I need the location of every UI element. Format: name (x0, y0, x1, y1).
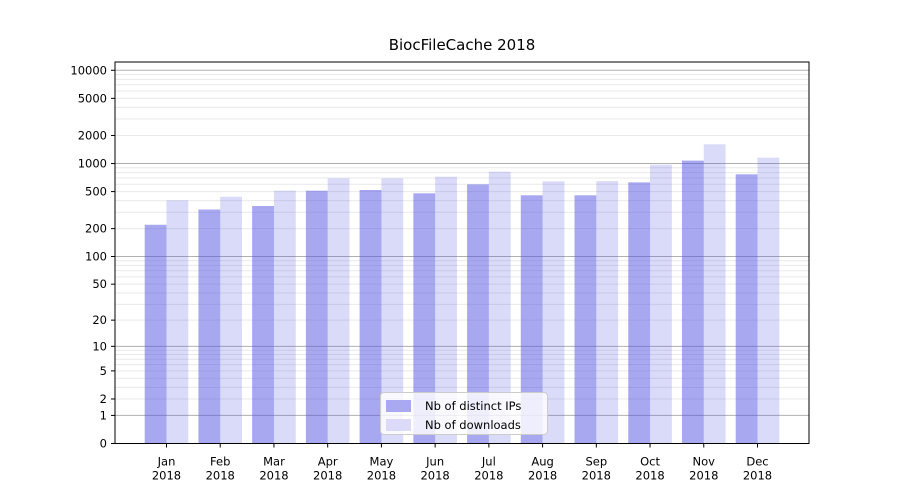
bar-downloads-dec (757, 157, 780, 444)
x-tick-label-year: 2018 (206, 469, 235, 483)
bar-downloads-sep (596, 181, 619, 444)
y-tick-label: 500 (85, 185, 107, 199)
bar-downloads-nov (703, 144, 726, 444)
y-tick-label: 5 (100, 364, 107, 378)
bar-distinct-ips-jun (413, 193, 436, 444)
bar-distinct-ips-oct (628, 182, 651, 444)
x-tick-label-year: 2018 (420, 469, 449, 483)
x-tick-label-year: 2018 (689, 469, 718, 483)
bar-downloads-jul (488, 171, 511, 444)
x-tick-label-year: 2018 (528, 469, 557, 483)
bar-distinct-ips-mar (252, 206, 274, 444)
x-tick-label-month: Aug (531, 455, 553, 469)
bar-distinct-ips-apr (305, 190, 328, 444)
bar-downloads-may (381, 178, 404, 444)
bar-downloads-feb (220, 196, 243, 444)
legend: Nb of distinct IPs Nb of downloads (380, 392, 548, 435)
x-tick-label-year: 2018 (367, 469, 396, 483)
y-tick-label: 20 (92, 313, 107, 327)
x-tick-label-year: 2018 (259, 469, 288, 483)
y-tick-label: 2 (100, 392, 107, 406)
x-tick-label-month: Nov (693, 455, 716, 469)
x-tick-label-year: 2018 (313, 469, 342, 483)
legend-swatch-downloads (386, 419, 411, 431)
y-tick-label: 0 (100, 437, 107, 451)
bar-distinct-ips-dec (735, 174, 758, 444)
y-tick-label: 100 (85, 249, 107, 263)
bar-distinct-ips-may (359, 190, 382, 444)
plot-border (114, 61, 810, 444)
legend-label-distinct-ips: Nb of distinct IPs (425, 399, 522, 413)
bar-distinct-ips-aug (520, 195, 543, 444)
x-tick-label-year: 2018 (743, 469, 772, 483)
bar-downloads-oct (650, 164, 672, 444)
y-tick-label: 1 (100, 408, 107, 422)
x-tick-label-month: Mar (263, 455, 285, 469)
y-tick-label: 2000 (78, 128, 107, 142)
y-tick-label: 10000 (70, 63, 107, 77)
x-tick-label-month: Apr (318, 455, 338, 469)
bar-downloads-mar (273, 190, 296, 444)
y-tick-label: 200 (85, 222, 107, 236)
legend-item-distinct-ips: Nb of distinct IPs (386, 397, 547, 415)
x-tick-label-month: Jul (481, 455, 496, 469)
x-tick-label-month: Oct (640, 455, 660, 469)
y-tick-label: 1000 (78, 157, 107, 171)
bar-downloads-apr (327, 178, 350, 444)
x-tick-label-year: 2018 (582, 469, 611, 483)
x-tick-label-month: Jun (425, 455, 444, 469)
x-tick-label-month: Sep (585, 455, 607, 469)
bar-distinct-ips-nov (681, 160, 704, 444)
bar-distinct-ips-jul (467, 184, 489, 444)
bar-downloads-jan (166, 200, 189, 444)
bar-downloads-jun (435, 176, 457, 444)
x-tick-label-month: May (370, 455, 394, 469)
x-tick-label-month: Feb (210, 455, 230, 469)
chart-title: BiocFileCache 2018 (388, 36, 536, 54)
legend-item-downloads: Nb of downloads (386, 416, 547, 434)
x-tick-label-year: 2018 (635, 469, 664, 483)
x-tick-label-year: 2018 (152, 469, 181, 483)
bar-distinct-ips-feb (198, 209, 221, 444)
legend-swatch-distinct-ips (386, 400, 411, 412)
bar-distinct-ips-jan (144, 224, 167, 444)
legend-label-downloads: Nb of downloads (425, 418, 521, 432)
x-tick-label-month: Jan (157, 455, 176, 469)
x-tick-label-month: Dec (746, 455, 768, 469)
bar-downloads-aug (542, 181, 565, 444)
y-tick-label: 10 (92, 339, 107, 353)
y-tick-label: 5000 (78, 91, 107, 105)
bar-distinct-ips-sep (574, 195, 597, 444)
x-tick-label-year: 2018 (474, 469, 503, 483)
y-tick-label: 50 (92, 277, 107, 291)
